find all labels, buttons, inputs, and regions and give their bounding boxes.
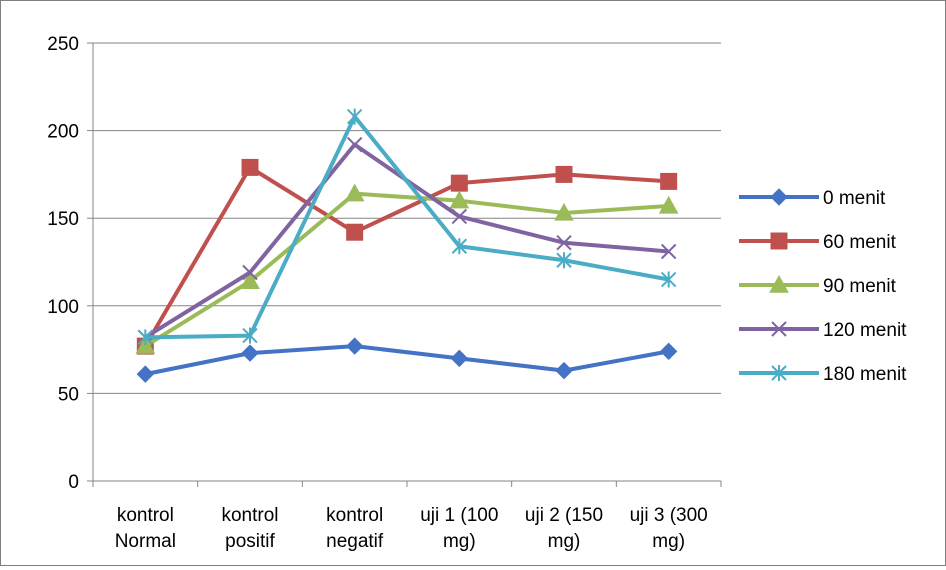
series-180-menit xyxy=(137,108,677,346)
data-point xyxy=(451,238,468,255)
legend-item: 0 menit xyxy=(739,188,886,209)
series-line xyxy=(145,114,670,340)
data-point xyxy=(451,208,468,225)
legend-label: 90 menit xyxy=(823,276,897,297)
series-60-menit xyxy=(136,158,678,355)
legend-item: 90 menit xyxy=(739,274,897,297)
data-point xyxy=(241,344,259,362)
data-point xyxy=(556,235,572,251)
legend-label: 0 menit xyxy=(823,188,886,209)
legend-label: 120 menit xyxy=(823,320,907,341)
y-tick-label: 100 xyxy=(47,297,79,318)
y-tick-label: 50 xyxy=(58,384,79,405)
data-point xyxy=(345,337,364,355)
series-line xyxy=(144,191,669,348)
x-tick-label: uji 3 (300 mg) xyxy=(630,505,708,552)
x-tick-label: kontrol positif xyxy=(221,505,278,552)
data-point xyxy=(660,271,677,288)
y-tick-label: 0 xyxy=(68,472,79,493)
data-point xyxy=(659,342,678,361)
data-point xyxy=(346,223,364,241)
data-point xyxy=(450,174,468,192)
legend-label: 60 menit xyxy=(823,232,897,253)
data-point xyxy=(137,329,154,346)
legend-marker xyxy=(771,365,787,381)
data-point xyxy=(658,195,679,214)
data-point xyxy=(136,365,155,383)
y-tick-label: 200 xyxy=(47,122,79,143)
data-point xyxy=(555,165,573,183)
legend-marker xyxy=(770,232,788,250)
data-point xyxy=(346,136,363,153)
legend-marker xyxy=(771,321,787,337)
legend-item: 60 menit xyxy=(739,232,897,253)
series-line xyxy=(144,344,670,377)
x-tick-label: uji 1 (100 mg) xyxy=(420,505,498,552)
legend-label: 180 menit xyxy=(823,364,907,385)
data-point xyxy=(346,108,363,125)
y-tick-label: 150 xyxy=(47,209,79,230)
data-point xyxy=(660,243,677,260)
series-90-menit xyxy=(135,183,679,354)
legend-item: 180 menit xyxy=(739,364,907,385)
data-point xyxy=(554,202,574,221)
legend-marker xyxy=(769,274,789,293)
series-line xyxy=(143,165,669,348)
data-point xyxy=(242,264,258,281)
series-120-menit xyxy=(137,136,677,346)
data-point xyxy=(555,361,573,380)
x-tick-label: uji 2 (150 mg) xyxy=(525,505,603,552)
y-tick-label: 250 xyxy=(47,34,79,55)
x-tick-label: kontrol Normal xyxy=(115,505,176,552)
legend-marker xyxy=(770,188,788,206)
data-point xyxy=(241,158,259,176)
series-line xyxy=(144,142,669,340)
data-point xyxy=(449,190,470,209)
data-point xyxy=(240,271,260,289)
series-0-menit xyxy=(136,337,678,383)
gridlines xyxy=(87,42,721,482)
legend: 0 menit 60 menit 90 menit 120 menit 180 meni… xyxy=(739,188,907,385)
data-point xyxy=(556,252,572,269)
data-point xyxy=(344,183,365,202)
legend-item: 120 menit xyxy=(739,320,907,341)
x-tick-label: kontrol negatif xyxy=(326,505,384,552)
data-point xyxy=(450,349,469,368)
data-point xyxy=(242,327,258,344)
data-point xyxy=(660,172,678,190)
